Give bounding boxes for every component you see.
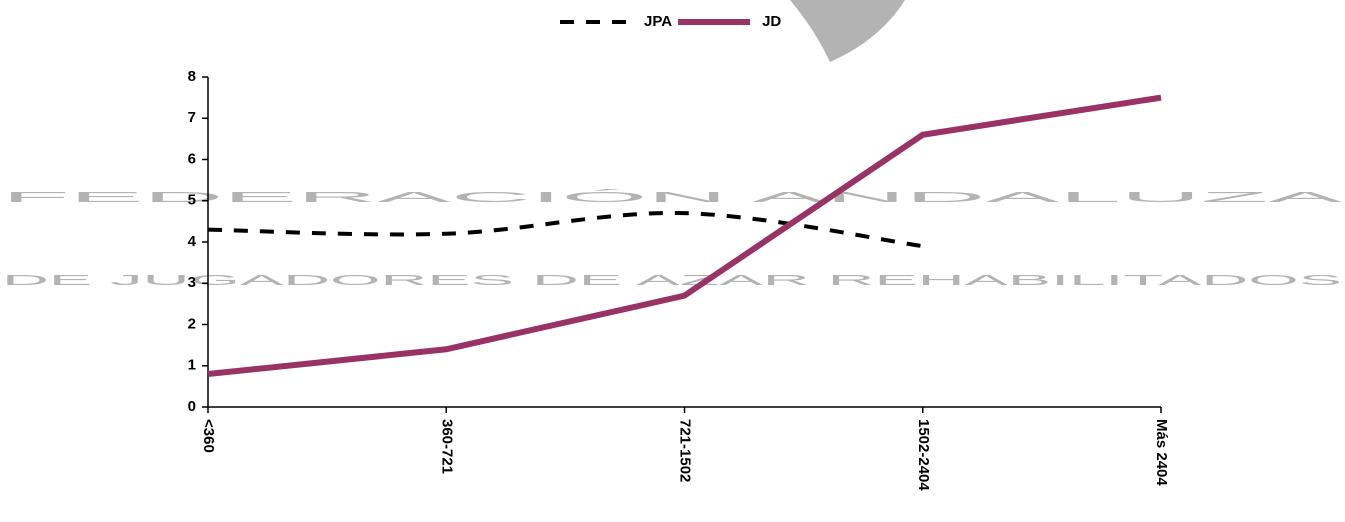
- series-line: [207, 94, 1162, 377]
- y-tick-label: 1: [188, 357, 196, 374]
- y-tick-label: 2: [188, 315, 196, 332]
- watermark-line-1: FEDERACIÓN ANDALUZA: [2, 189, 1342, 206]
- y-tick-label: 8: [188, 68, 196, 85]
- y-tick-label: 5: [188, 192, 196, 209]
- y-tick-label: 0: [188, 398, 196, 415]
- x-tick-label: 721-1502: [677, 419, 694, 482]
- y-tick-label: 4: [188, 233, 197, 250]
- x-tick-label: 1502-2404: [915, 419, 932, 491]
- legend-label: JPA: [644, 13, 672, 30]
- x-tick-label: Más 2404: [1153, 419, 1170, 486]
- logo-shape: [790, 0, 905, 62]
- series-line: [207, 210, 924, 249]
- x-tick-label: 360-721: [438, 419, 455, 474]
- x-tick-label: <360: [200, 419, 217, 453]
- legend-label: JD: [762, 13, 781, 30]
- y-tick-label: 6: [188, 150, 196, 167]
- watermark-line-2: DE JUGADORES DE AZAR REHABILITADOS: [2, 272, 1342, 289]
- y-tick-label: 7: [188, 109, 196, 126]
- y-tick-label: 3: [188, 274, 196, 291]
